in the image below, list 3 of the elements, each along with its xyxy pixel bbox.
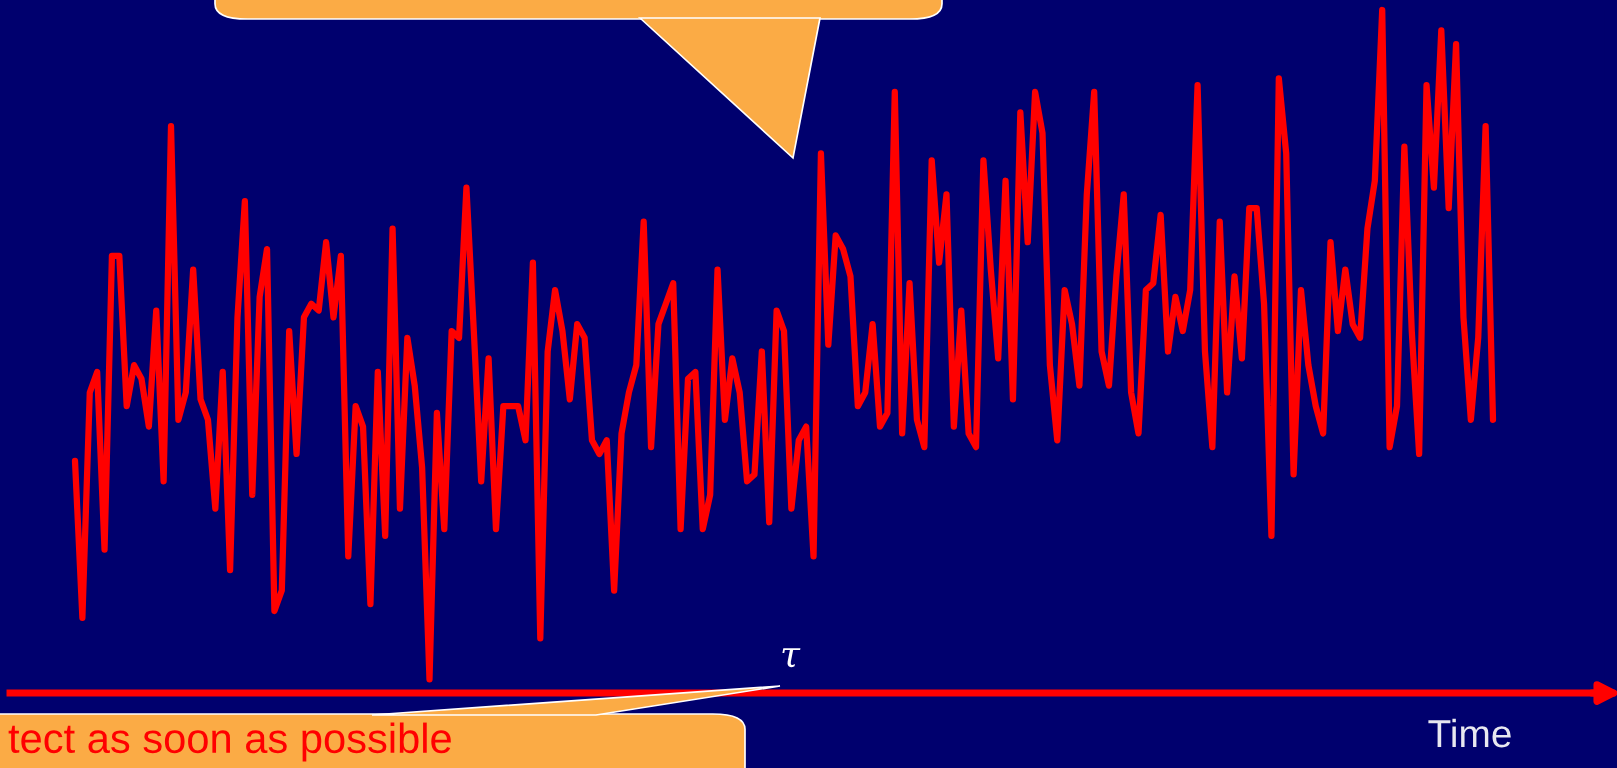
x-axis-title: Time (1428, 718, 1511, 748)
text: tect as soon as possible (8, 722, 451, 762)
annotation: τ (782, 648, 801, 668)
